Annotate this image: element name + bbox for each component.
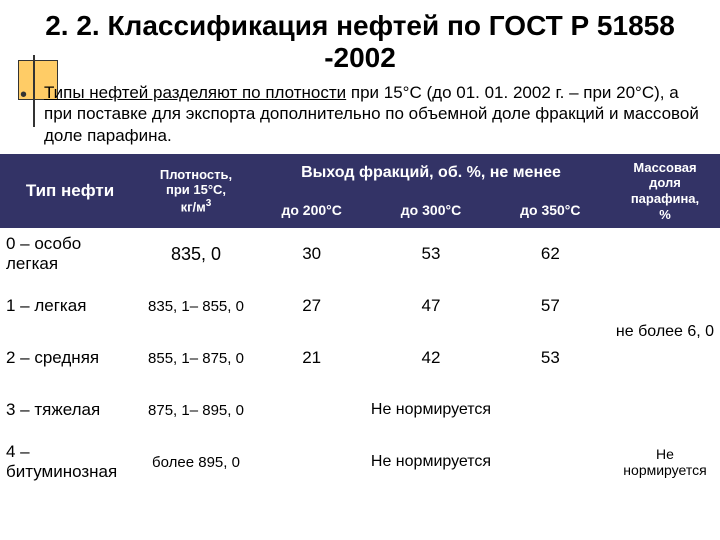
cell-nn: Не нормируется	[252, 384, 610, 436]
cell-dens: 835, 1– 855, 0	[140, 280, 252, 332]
cell-dens: более 895, 0	[140, 436, 252, 488]
th-density-l2: при 15°С,	[166, 182, 226, 197]
cell-mass-shared: не более 6, 0	[610, 228, 720, 436]
cell-type: 0 – особо легкая	[0, 228, 140, 280]
cell-f2: 47	[371, 280, 490, 332]
cell-dens: 855, 1– 875, 0	[140, 332, 252, 384]
cell-f2: 53	[371, 228, 490, 280]
cell-f3: 57	[491, 280, 610, 332]
th-mass-l3: парафина,	[631, 191, 699, 206]
table-row: 0 – особо легкая 835, 0 30 53 62 не боле…	[0, 228, 720, 280]
th-mass-l1: Массовая	[633, 160, 696, 175]
th-mass: Массовая доля парафина, %	[610, 154, 720, 228]
th-frac-2: до 300°С	[371, 192, 490, 228]
cell-f3: 62	[491, 228, 610, 280]
cell-f1: 21	[252, 332, 371, 384]
bullet-dot: •	[20, 82, 44, 146]
th-frac-3: до 350°С	[491, 192, 610, 228]
th-mass-l4: %	[659, 207, 671, 222]
cell-type: 1 – легкая	[0, 280, 140, 332]
cell-dens: 835, 0	[140, 228, 252, 280]
th-density: Плотность, при 15°С, кг/м3	[140, 154, 252, 228]
cell-type: 3 – тяжелая	[0, 384, 140, 436]
slide-title: 2. 2. Классификация нефтей по ГОСТ Р 518…	[0, 0, 720, 82]
cell-nn: Не нормируется	[252, 436, 610, 488]
th-frac-1: до 200°С	[252, 192, 371, 228]
th-fractions: Выход фракций, об. %, не менее	[252, 154, 610, 192]
cell-f1: 30	[252, 228, 371, 280]
cell-f2: 42	[371, 332, 490, 384]
cell-mass-nn: Не нормируется	[610, 436, 720, 488]
cell-type: 4 – битуминозная	[0, 436, 140, 488]
intro-row: • Типы нефтей разделяют по плотности при…	[0, 82, 720, 154]
cell-type: 2 – средняя	[0, 332, 140, 384]
classification-table: Тип нефти Плотность, при 15°С, кг/м3 Вых…	[0, 154, 720, 488]
intro-text: Типы нефтей разделяют по плотности при 1…	[44, 82, 700, 146]
cell-f3: 53	[491, 332, 610, 384]
th-type: Тип нефти	[0, 154, 140, 228]
th-density-l1: Плотность,	[160, 167, 232, 182]
intro-underlined: Типы нефтей разделяют по плотности	[44, 83, 346, 102]
th-mass-l2: доля	[649, 175, 681, 190]
table-row: 4 – битуминозная более 895, 0 Не нормиру…	[0, 436, 720, 488]
cell-f1: 27	[252, 280, 371, 332]
th-density-l3: кг/м	[181, 199, 206, 214]
th-density-sup: 3	[206, 198, 212, 209]
cell-dens: 875, 1– 895, 0	[140, 384, 252, 436]
